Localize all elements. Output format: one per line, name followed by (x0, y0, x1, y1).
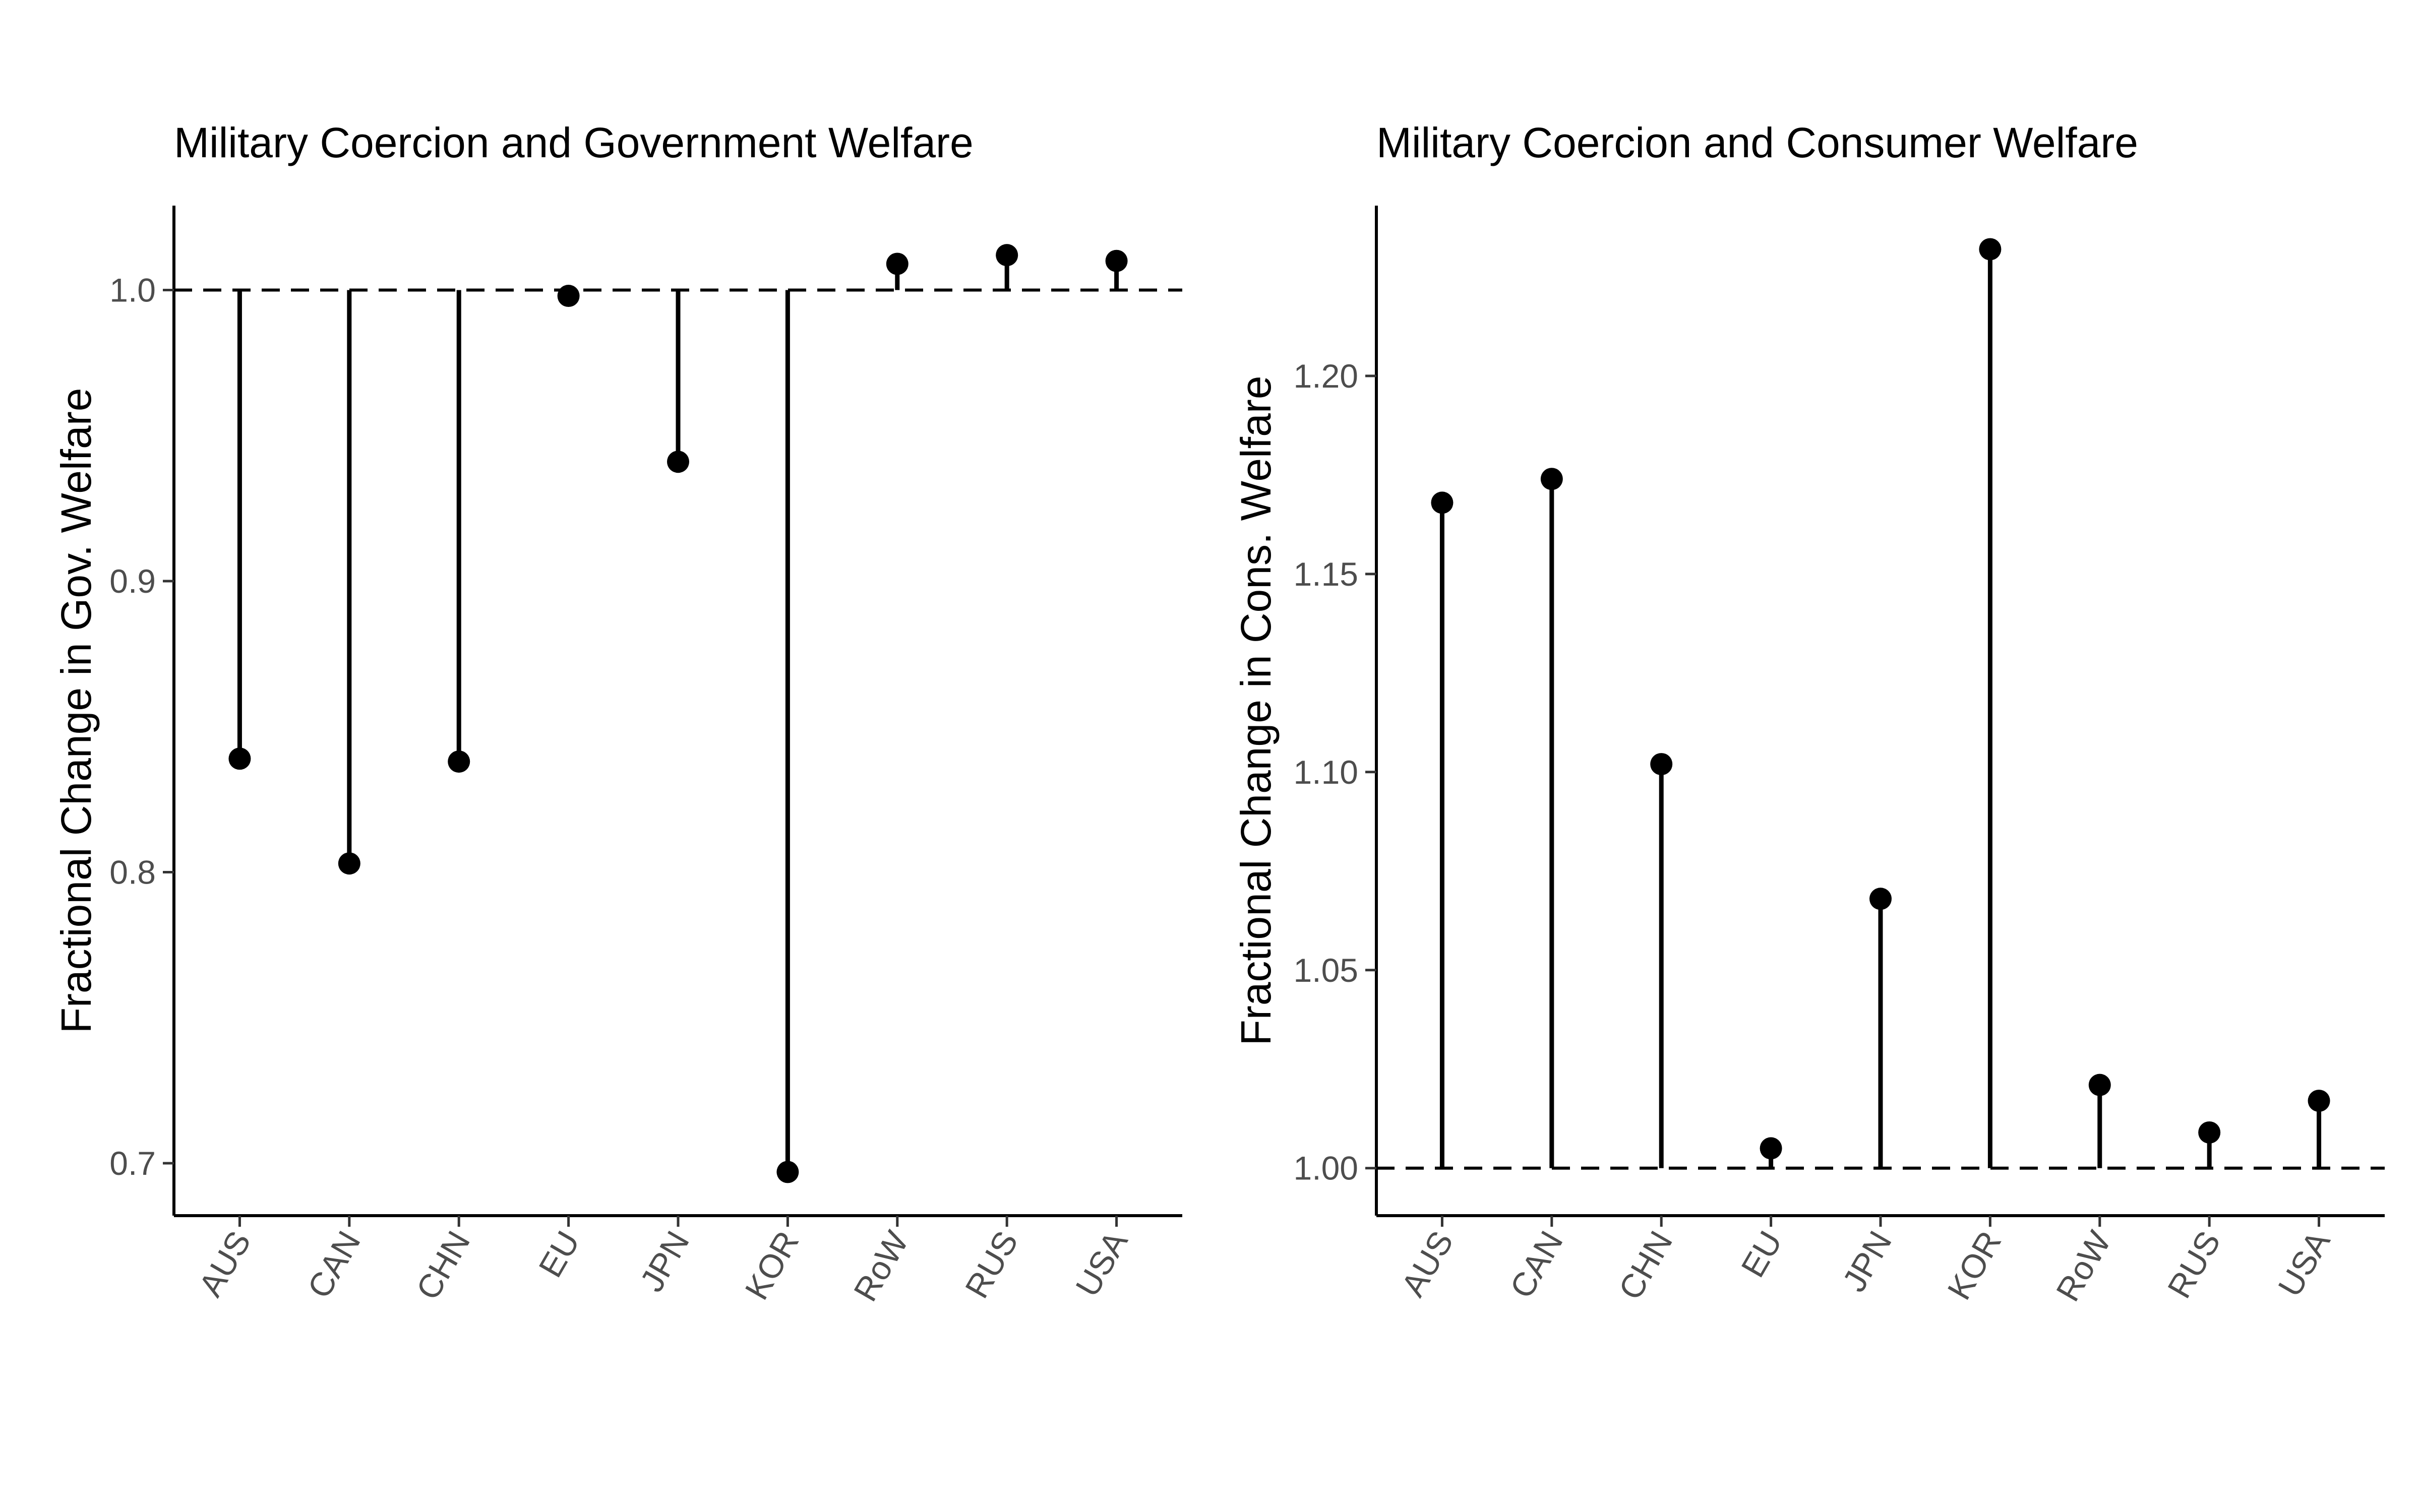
y-tick-label: 0.7 (109, 1145, 156, 1182)
y-tick-label: 1.00 (1294, 1150, 1358, 1187)
point-chn (448, 750, 470, 773)
y-tick-label: 1.0 (109, 271, 156, 308)
y-axis-title: Fractional Change in Cons. Welfare (1232, 375, 1280, 1045)
point-usa (2308, 1090, 2330, 1112)
point-jpn (667, 451, 689, 473)
panel-title: Military Coercion and Government Welfare (174, 119, 974, 166)
point-aus (228, 747, 251, 770)
point-can (338, 852, 360, 875)
point-eu (1760, 1137, 1782, 1160)
point-kor (776, 1161, 799, 1183)
point-kor (1979, 238, 2002, 261)
point-can (1540, 468, 1563, 490)
y-tick-label: 0.8 (109, 854, 156, 891)
y-tick-label: 0.9 (109, 562, 156, 600)
y-tick-label: 1.15 (1294, 555, 1358, 593)
y-tick-label: 1.20 (1294, 357, 1358, 395)
point-usa (1105, 249, 1128, 272)
government-welfare-panel: Military Coercion and Government Welfare… (52, 119, 1182, 1307)
point-rus (996, 244, 1018, 267)
point-rus (2198, 1121, 2221, 1144)
panel-title: Military Coercion and Consumer Welfare (1376, 119, 2138, 166)
point-row (2088, 1074, 2111, 1096)
y-axis-title: Fractional Change in Gov. Welfare (52, 388, 100, 1034)
y-tick-label: 1.10 (1294, 753, 1358, 791)
point-aus (1431, 491, 1454, 514)
point-eu (557, 285, 580, 307)
y-tick-label: 1.05 (1294, 952, 1358, 989)
point-jpn (1869, 888, 1892, 910)
point-chn (1650, 753, 1673, 776)
point-row (886, 253, 909, 275)
